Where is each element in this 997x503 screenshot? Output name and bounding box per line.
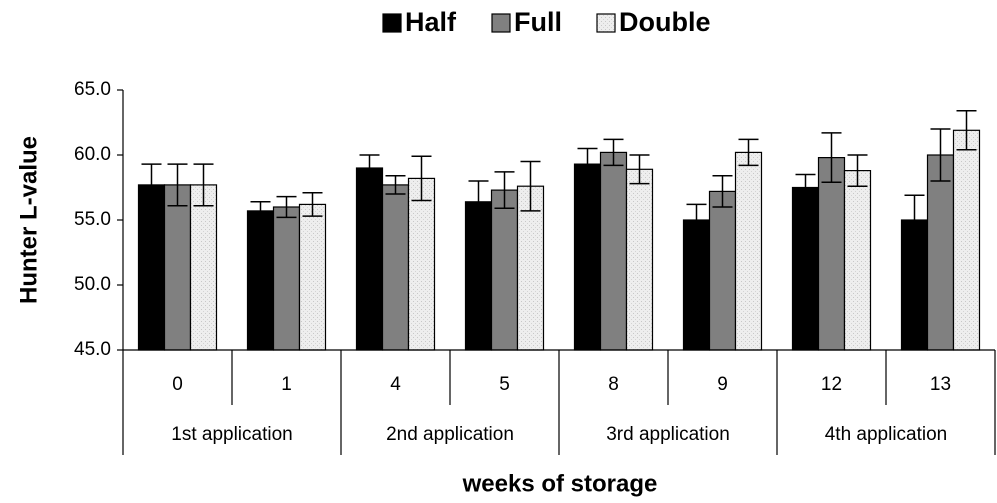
bar — [817, 157, 846, 351]
legend-label: Double — [619, 7, 711, 37]
x-axis-title: weeks of storage — [462, 470, 658, 497]
bar — [381, 184, 410, 351]
legend-swatch — [491, 13, 511, 33]
error-bar — [738, 138, 759, 167]
error-bar — [956, 110, 977, 151]
legend-label: Half — [405, 7, 457, 37]
bar — [490, 189, 519, 351]
bar — [464, 201, 493, 351]
y-tick-label: 45.0 — [74, 339, 111, 360]
bar — [163, 184, 192, 351]
error-bar — [629, 154, 650, 185]
bar — [734, 151, 763, 351]
error-bar — [686, 203, 707, 237]
error-bar — [930, 128, 951, 182]
x-tick-label: 0 — [172, 374, 183, 395]
error-bar — [359, 154, 380, 182]
y-axis-title: Hunter L-value — [15, 136, 42, 304]
error-bar — [141, 163, 162, 207]
error-bar — [603, 138, 624, 167]
error-bar — [385, 175, 406, 195]
bar — [573, 163, 602, 351]
legend-swatch — [596, 13, 616, 33]
bar — [272, 206, 301, 351]
error-bar — [167, 163, 188, 207]
x-tick-label: 1 — [281, 374, 292, 395]
x-tick-label: 9 — [717, 374, 728, 395]
bar — [246, 210, 275, 351]
error-bar — [276, 195, 297, 219]
error-bar — [847, 154, 868, 187]
error-bar — [904, 194, 925, 246]
y-tick-label: 55.0 — [74, 209, 111, 230]
bar — [926, 154, 955, 351]
y-tick-label: 60.0 — [74, 144, 111, 165]
group-label: 4th application — [825, 424, 948, 445]
bar — [137, 184, 166, 351]
x-tick-label: 13 — [930, 374, 951, 395]
x-tick-label: 8 — [608, 374, 619, 395]
error-bar — [577, 147, 598, 181]
error-bar — [468, 180, 489, 224]
bar — [599, 151, 628, 351]
y-tick-label: 65.0 — [74, 79, 111, 100]
x-tick-label: 4 — [390, 374, 401, 395]
error-bar — [795, 173, 816, 202]
legend-label: Full — [514, 7, 562, 37]
error-bar — [193, 163, 214, 207]
error-bar — [821, 132, 842, 184]
bar — [298, 203, 327, 351]
x-tick-label: 12 — [821, 374, 842, 395]
legend-swatch — [382, 13, 402, 33]
bar — [682, 219, 711, 351]
bar — [625, 168, 654, 351]
x-tick-label: 5 — [499, 374, 510, 395]
bar — [407, 177, 436, 351]
group-label: 2nd application — [386, 424, 514, 445]
bar — [189, 184, 218, 351]
error-bar — [302, 191, 323, 217]
bar — [791, 186, 820, 351]
group-label: 3rd application — [606, 424, 730, 445]
bar — [355, 167, 384, 351]
bar — [952, 129, 981, 351]
bar — [516, 185, 545, 351]
error-bar — [712, 175, 733, 208]
y-tick-label: 50.0 — [74, 274, 111, 295]
error-bar — [250, 201, 271, 221]
error-bar — [411, 155, 432, 202]
error-bar — [520, 160, 541, 212]
group-label: 1st application — [171, 424, 292, 445]
error-bar — [494, 171, 515, 210]
bar — [843, 170, 872, 351]
bar — [708, 190, 737, 351]
